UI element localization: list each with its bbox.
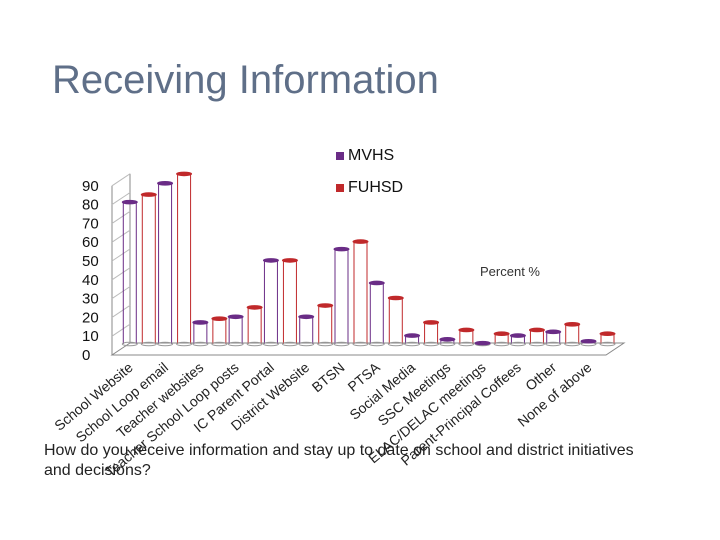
chart-annotation: Percent %: [480, 264, 540, 279]
gridline: [111, 304, 131, 318]
bar-mvhs: [545, 329, 562, 347]
gridline: [111, 286, 131, 300]
y-tick-label: 30: [82, 291, 99, 308]
gridline: [111, 192, 131, 206]
bar-mvhs: [262, 258, 279, 347]
bar-fuhsd: [564, 322, 581, 347]
bar-fuhsd: [423, 320, 440, 347]
y-tick-label: 60: [82, 234, 99, 251]
gridline: [111, 210, 131, 224]
gridline: [111, 173, 131, 187]
legend: MVHS FUHSD: [336, 147, 403, 196]
y-tick-label: 70: [82, 215, 99, 232]
gridline: [111, 229, 131, 243]
bar-mvhs: [121, 199, 138, 347]
bar-fuhsd: [176, 171, 193, 347]
legend-label: MVHS: [348, 147, 394, 164]
bar-mvhs: [509, 333, 526, 347]
y-tick-label: 10: [82, 328, 99, 345]
y-tick-label: 0: [82, 347, 90, 364]
y-tick-label: 90: [82, 178, 99, 195]
bar-mvhs: [580, 338, 597, 347]
bar-fuhsd: [246, 305, 263, 347]
bar-fuhsd: [211, 316, 228, 347]
bar-fuhsd: [281, 258, 298, 347]
bar-mvhs: [227, 314, 244, 347]
legend-item-mvhs: MVHS: [336, 147, 394, 164]
bar-mvhs: [333, 246, 350, 347]
bar-fuhsd: [493, 331, 510, 347]
bar-mvhs: [404, 333, 421, 347]
gridline: [111, 248, 131, 262]
bar-mvhs: [298, 314, 315, 347]
legend-item-fuhsd: FUHSD: [336, 179, 403, 196]
bar-fuhsd: [528, 327, 545, 347]
category-label: BTSN: [309, 359, 348, 395]
gridline: [111, 323, 131, 337]
bar-mvhs: [439, 337, 456, 347]
legend-label: FUHSD: [348, 179, 403, 196]
bar-fuhsd: [599, 331, 616, 347]
bar-fuhsd: [387, 295, 404, 347]
bar-mvhs: [192, 320, 209, 347]
y-tick-label: 80: [82, 197, 99, 214]
bar-mvhs: [157, 181, 174, 347]
bar-fuhsd: [458, 327, 475, 347]
bar-fuhsd: [352, 239, 369, 347]
chart-floor: [110, 342, 626, 356]
legend-swatch: [336, 184, 344, 192]
question-text: How do you receive information and stay …: [44, 442, 634, 479]
chart-grid: [110, 173, 626, 356]
bar-fuhsd: [317, 303, 334, 347]
gridline: [111, 267, 131, 281]
y-tick-label: 50: [82, 253, 99, 270]
y-tick-label: 20: [82, 309, 99, 326]
legend-swatch: [336, 152, 344, 160]
bars: [121, 171, 616, 347]
bar-mvhs: [368, 280, 385, 347]
bar-mvhs: [474, 340, 491, 347]
slide-title: Receiving Information: [52, 58, 439, 102]
bar-fuhsd: [140, 192, 157, 347]
y-tick-label: 40: [82, 272, 99, 289]
